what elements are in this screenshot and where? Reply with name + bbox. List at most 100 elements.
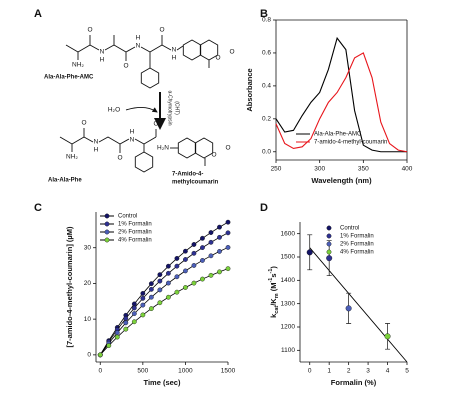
fit-line	[309, 247, 408, 363]
marker	[123, 320, 129, 326]
y-tick-label: 1200	[281, 324, 296, 331]
bond	[65, 44, 100, 53]
atom: N	[130, 137, 135, 144]
marker	[114, 334, 120, 340]
marker	[208, 272, 214, 278]
marker	[140, 291, 146, 296]
ring	[140, 67, 160, 89]
legend-label: 7-amido-4-methyl-coumarin	[314, 140, 387, 146]
marker	[106, 343, 112, 349]
legend-label: 1% Formalin	[118, 222, 152, 228]
y-tick-label: 0	[87, 352, 91, 359]
marker	[217, 269, 222, 275]
x-tick-label: 250	[271, 166, 282, 173]
x-tick-label: 0	[98, 368, 102, 375]
y-axis-label: [7-amido-4-methyl-coumarin] (µM)	[65, 226, 74, 347]
marker	[148, 306, 154, 312]
y-tick-label: 1100	[281, 347, 295, 354]
marker	[225, 219, 231, 225]
marker	[140, 302, 146, 308]
ring	[182, 39, 202, 61]
marker	[97, 352, 103, 358]
marker	[157, 278, 163, 284]
x-tick-label: 500	[137, 368, 148, 375]
legend-label: Ala-Ala-Phe-AMC	[314, 132, 362, 138]
bond	[98, 136, 130, 145]
marker	[217, 248, 222, 254]
marker	[114, 330, 120, 336]
marker	[225, 266, 231, 272]
x-tick-label: 5	[405, 368, 409, 375]
marker	[183, 285, 188, 290]
atom: O	[229, 49, 234, 56]
legend-marker	[104, 229, 110, 235]
marker	[140, 312, 146, 318]
bond	[59, 136, 94, 145]
line	[99, 221, 229, 356]
atom: N	[94, 139, 99, 146]
reagent: H₂O	[108, 107, 120, 114]
atom: H	[136, 35, 141, 42]
atom: O	[159, 27, 164, 34]
x-tick-label: 1500	[221, 368, 236, 375]
y-axis-label: kcat/Km (M-1s-1)	[268, 266, 280, 318]
legend-label: 4% Formalin	[118, 238, 152, 244]
x-tick-label: 400	[402, 166, 413, 173]
atom: O	[153, 121, 158, 128]
legend-marker	[326, 249, 332, 255]
marker	[191, 280, 197, 286]
y-axis-label: Absorbance	[245, 68, 254, 111]
y-tick-label: 0.6	[262, 50, 271, 57]
marker	[157, 272, 163, 278]
legend-marker	[104, 237, 110, 243]
marker	[200, 276, 205, 282]
y-tick-label: 1500	[281, 254, 296, 261]
marker	[208, 230, 214, 235]
atom: H	[172, 55, 177, 62]
y-axis-label-part: -1	[268, 269, 274, 274]
atom: O	[81, 120, 86, 127]
atom: N	[136, 43, 141, 50]
x-tick-label: 4	[386, 368, 390, 375]
bond	[134, 136, 157, 145]
legend-label: 2% Formalin	[118, 230, 152, 236]
line	[99, 268, 229, 356]
x-tick-label: 2	[347, 368, 351, 375]
marker	[191, 263, 197, 268]
marker	[131, 311, 137, 317]
y-tick-label: 1300	[281, 300, 296, 307]
legend-label: Control	[118, 214, 137, 220]
enzyme-abbr: (CHT)	[174, 101, 180, 115]
x-tick-label: 350	[358, 166, 369, 173]
marker	[208, 253, 214, 259]
marker	[217, 234, 222, 240]
y-tick-label: 1400	[281, 277, 296, 284]
marker	[183, 268, 188, 274]
ring	[134, 151, 154, 173]
marker	[157, 300, 163, 306]
atom: O	[87, 27, 92, 34]
atom: H	[130, 129, 135, 136]
y-tick-label: 30	[84, 244, 92, 251]
molecule-label: 7-Amido-4-	[172, 172, 203, 178]
reaction-scheme: NH₂ O N H O N H O N H O O Ala-Ala-Phe-AM…	[44, 27, 235, 186]
marker	[183, 248, 188, 254]
x-tick-label: 0	[308, 368, 312, 375]
panel-label: D	[260, 202, 268, 214]
marker	[165, 294, 171, 300]
bond	[176, 45, 184, 51]
y-tick-label: 0.2	[262, 116, 271, 123]
atom: H₂N	[157, 145, 169, 152]
marker	[148, 294, 154, 300]
molecule-label: Ala-Ala-Phe-AMC	[44, 75, 94, 81]
water-arrow	[125, 107, 158, 113]
marker	[157, 287, 163, 293]
marker	[131, 301, 137, 307]
marker	[191, 242, 197, 247]
marker	[200, 235, 205, 241]
y-axis-label-part: s	[269, 273, 278, 277]
marker	[123, 326, 129, 332]
point	[326, 255, 333, 262]
panel-label: B	[260, 8, 268, 20]
atom: N	[100, 49, 105, 56]
